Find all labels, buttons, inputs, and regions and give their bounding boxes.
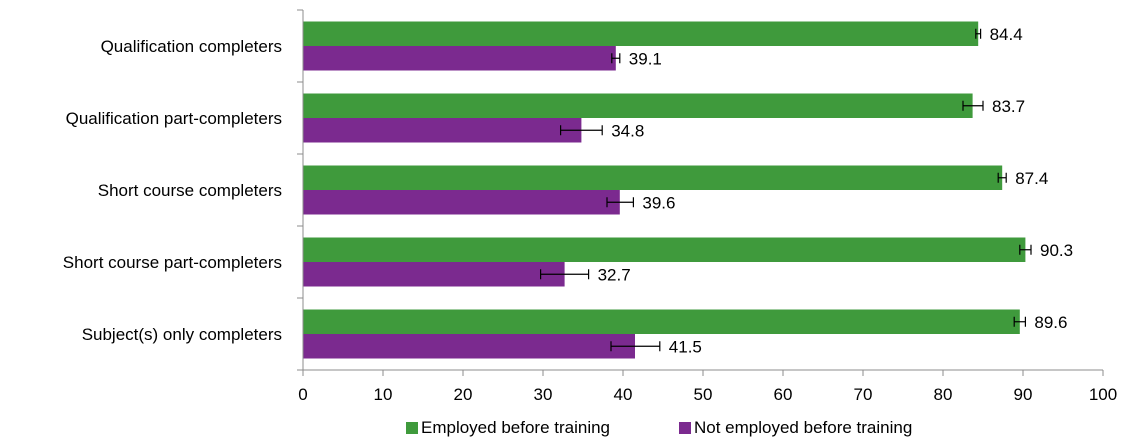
data-label-employed-4: 90.3: [1040, 241, 1073, 260]
error-bar-employed-4: [1019, 244, 1032, 255]
data-label-not-employed-5: 41.5: [669, 337, 702, 356]
x-tick-label-30: 30: [534, 385, 553, 404]
data-label-employed-5: 89.6: [1034, 313, 1067, 332]
category-label-3: Short course completers: [98, 181, 282, 200]
bar-employed-1: [303, 21, 979, 46]
error-bar-employed-1: [975, 28, 982, 39]
error-bar-not-employed-2: [559, 125, 603, 136]
x-tick-label-60: 60: [774, 385, 793, 404]
x-tick-label-80: 80: [934, 385, 953, 404]
data-label-not-employed-4: 32.7: [598, 265, 631, 284]
data-label-not-employed-1: 39.1: [629, 49, 662, 68]
data-label-employed-2: 83.7: [992, 97, 1025, 116]
bar-employed-2: [303, 93, 973, 118]
bar-not-employed-5: [303, 334, 635, 359]
error-bar-employed-2: [962, 100, 984, 111]
bar-employed-3: [303, 165, 1003, 190]
data-label-not-employed-3: 39.6: [642, 193, 675, 212]
error-bar-not-employed-1: [611, 53, 621, 64]
plot-area: 84.4 39.1 Qualification completers 83.7 34.8…: [63, 9, 1117, 404]
x-tick-label-70: 70: [854, 385, 873, 404]
category-label-4: Short course part-completers: [63, 253, 282, 272]
bar-not-employed-2: [303, 118, 582, 143]
error-bar-not-employed-5: [610, 341, 661, 352]
bar-employed-5: [303, 309, 1020, 334]
legend-swatch-not-employed: [679, 422, 691, 434]
legend: Employed before training Not employed bef…: [406, 418, 912, 437]
error-bar-employed-5: [1013, 316, 1027, 327]
data-label-employed-3: 87.4: [1015, 169, 1048, 188]
data-label-not-employed-2: 34.8: [611, 121, 644, 140]
x-tick-label-20: 20: [454, 385, 473, 404]
category-label-2: Qualification part-completers: [66, 109, 282, 128]
legend-label-employed: Employed before training: [421, 418, 610, 437]
x-tick-label-90: 90: [1014, 385, 1033, 404]
x-tick-label-10: 10: [374, 385, 393, 404]
error-bar-not-employed-4: [539, 269, 590, 280]
error-bar-employed-3: [997, 172, 1007, 183]
error-bar-not-employed-3: [606, 197, 635, 208]
x-tick-label-100: 100: [1089, 385, 1117, 404]
data-label-employed-1: 84.4: [990, 25, 1023, 44]
bar-employed-4: [303, 237, 1026, 262]
legend-swatch-employed: [406, 422, 418, 434]
x-tick-label-50: 50: [694, 385, 713, 404]
x-tick-label-40: 40: [614, 385, 633, 404]
legend-label-not-employed: Not employed before training: [694, 418, 912, 437]
bar-not-employed-4: [303, 262, 565, 287]
category-label-5: Subject(s) only completers: [82, 325, 282, 344]
bar-not-employed-3: [303, 190, 620, 215]
bar-not-employed-1: [303, 46, 616, 71]
category-label-1: Qualification completers: [101, 37, 282, 56]
x-tick-label-0: 0: [298, 385, 307, 404]
